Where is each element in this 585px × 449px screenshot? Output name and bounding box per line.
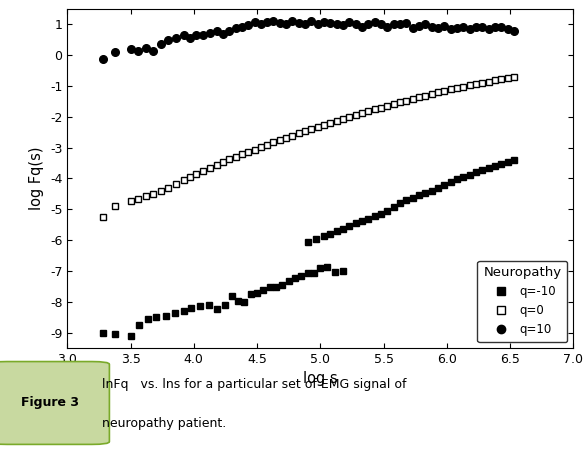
q=-10 — [498, 161, 505, 167]
q=10 — [226, 28, 233, 33]
q=0 — [226, 157, 233, 162]
q=0 — [504, 75, 511, 81]
q=10 — [270, 18, 277, 23]
Text: neuropathy patient.: neuropathy patient. — [102, 417, 226, 430]
q=-10 — [99, 330, 106, 335]
q=0 — [99, 214, 106, 220]
q=-10 — [127, 333, 134, 339]
q=-10 — [266, 284, 273, 290]
Text: lnFq   vs. lns for a particular set of EMG signal of: lnFq vs. lns for a particular set of EMG… — [102, 378, 407, 391]
q=0 — [359, 110, 366, 116]
Line: q=10: q=10 — [99, 17, 518, 63]
q=0 — [460, 84, 467, 89]
Line: q=-10: q=-10 — [99, 157, 517, 339]
q=-10 — [510, 157, 517, 163]
q=10 — [321, 20, 328, 25]
q=-10 — [317, 266, 324, 271]
Legend: q=-10, q=0, q=10: q=-10, q=0, q=10 — [477, 260, 567, 342]
q=10 — [466, 26, 473, 32]
q=-10 — [460, 174, 467, 180]
q=10 — [99, 56, 106, 62]
X-axis label: log s: log s — [303, 371, 338, 387]
q=-10 — [241, 299, 248, 305]
q=10 — [150, 48, 157, 53]
q=10 — [510, 28, 517, 33]
q=-10 — [321, 233, 328, 239]
q=0 — [199, 168, 206, 173]
q=10 — [365, 21, 372, 26]
Y-axis label: log Fq(s): log Fq(s) — [29, 147, 44, 210]
Line: q=0: q=0 — [99, 74, 517, 220]
q=0 — [150, 191, 157, 197]
q=10 — [199, 32, 206, 38]
Text: Figure 3: Figure 3 — [20, 396, 79, 409]
FancyBboxPatch shape — [0, 361, 109, 445]
q=0 — [510, 74, 517, 79]
